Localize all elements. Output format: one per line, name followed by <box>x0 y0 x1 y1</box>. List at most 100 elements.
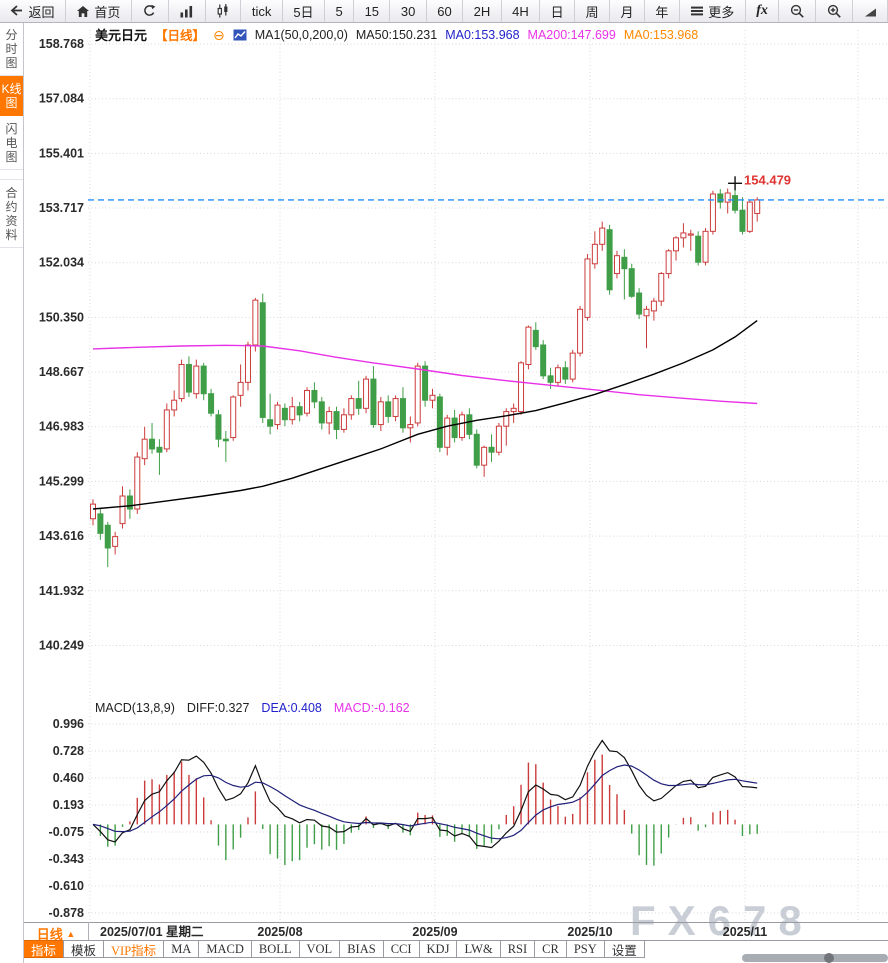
chart-header: 美元日元 【日线】 ⊖ MA1(50,0,200,0) MA50:150.231… <box>95 25 698 44</box>
tab-bias[interactable]: BIAS <box>339 940 384 958</box>
sidebar-item-kline-chart[interactable]: K线图 <box>0 76 23 116</box>
toolbar-interval-60-label: 60 <box>437 3 452 19</box>
ma50-value: MA50:150.231 <box>355 27 438 42</box>
svg-text:2025/09: 2025/09 <box>412 925 457 939</box>
toolbar-interval-tick[interactable]: tick <box>241 0 283 22</box>
toolbar-zoom-in[interactable] <box>816 0 854 22</box>
macd-dea-value: DEA:0.408 <box>261 701 322 715</box>
sidebar-item-time-chart[interactable]: 分时图 <box>0 22 23 76</box>
svg-text:150.350: 150.350 <box>39 310 84 324</box>
tab-lwr[interactable]: LW& <box>456 940 501 958</box>
tab-ma[interactable]: MA <box>163 940 200 958</box>
toolbar-interval-2h[interactable]: 2H <box>463 0 502 22</box>
more-icon <box>690 5 704 17</box>
zoom-in-icon <box>827 4 842 19</box>
toolbar-formula[interactable]: fx <box>746 0 780 22</box>
home-icon <box>76 5 90 18</box>
horizontal-scrollbar[interactable] <box>742 953 888 963</box>
chart-bottom-divider <box>24 922 888 923</box>
toolbar-back[interactable]: 返回 <box>0 0 66 22</box>
toolbar-back-label: 返回 <box>28 4 55 20</box>
axis-separator <box>88 922 89 940</box>
macd-title: MACD(13,8,9) <box>95 701 175 715</box>
toolbar-corner[interactable] <box>853 0 888 22</box>
indicator-tabs: 指标 模板 VIP指标 MA MACD BOLL VOL BIAS CCI KDJ LW& RSI CR… <box>23 940 645 958</box>
toolbar-interval-day[interactable]: 日 <box>540 0 576 22</box>
tab-template[interactable]: 模板 <box>63 940 105 958</box>
toolbar-interval-60[interactable]: 60 <box>427 0 464 22</box>
toolbar-more[interactable]: 更多 <box>680 0 746 22</box>
chart-type-bar-icon <box>179 5 194 18</box>
toolbar-formula-label: fx <box>756 3 768 18</box>
svg-text:-0.343: -0.343 <box>49 852 84 866</box>
svg-text:153.717: 153.717 <box>39 201 84 215</box>
tab-vol[interactable]: VOL <box>298 940 341 958</box>
toolbar-interval-week[interactable]: 周 <box>575 0 611 22</box>
toolbar-interval-year[interactable]: 年 <box>645 0 680 22</box>
tab-settings[interactable]: 设置 <box>603 940 645 958</box>
toolbar-interval-month[interactable]: 月 <box>610 0 645 22</box>
svg-text:2025/08: 2025/08 <box>257 925 302 939</box>
symbol-name: 美元日元 <box>95 28 148 43</box>
tab-cci[interactable]: CCI <box>382 940 420 958</box>
tab-indicator[interactable]: 指标 <box>23 940 65 958</box>
toolbar-interval-5d-label: 5日 <box>293 4 314 20</box>
svg-text:146.983: 146.983 <box>39 420 84 434</box>
svg-text:-0.878: -0.878 <box>49 906 84 920</box>
watermark: FX678 <box>630 897 814 944</box>
toolbar-refresh[interactable] <box>132 0 169 22</box>
toolbar-interval-5[interactable]: 5 <box>325 0 355 22</box>
refresh-icon <box>142 4 157 18</box>
tab-vip-indicator[interactable]: VIP指标 <box>103 940 165 958</box>
scrollbar-knob[interactable] <box>824 953 834 963</box>
svg-text:145.299: 145.299 <box>39 474 84 488</box>
chevron-up-icon: ▲ <box>66 929 76 939</box>
mini-chart-icon <box>233 29 247 41</box>
svg-text:152.034: 152.034 <box>39 256 84 270</box>
top-toolbar: 返回 首页 tick 5日 5 15 30 60 2H 4H 日 周 月 年 更多 fx <box>0 0 888 23</box>
sidebar-item-contract-info[interactable]: 合约资料 <box>0 179 23 248</box>
toolbar-interval-year-label: 年 <box>655 4 669 20</box>
macd-macd-value: MACD:-0.162 <box>333 701 410 715</box>
svg-text:157.084: 157.084 <box>39 92 84 106</box>
toolbar-interval-month-label: 月 <box>620 4 634 20</box>
toolbar-home[interactable]: 首页 <box>66 0 132 22</box>
period-selector[interactable]: 日线 ▲ <box>26 924 86 943</box>
tab-boll[interactable]: BOLL <box>250 940 300 958</box>
toolbar-home-label: 首页 <box>94 4 121 20</box>
svg-text:155.401: 155.401 <box>39 146 84 160</box>
tab-rsi[interactable]: RSI <box>499 940 536 958</box>
toolbar-interval-5d[interactable]: 5日 <box>283 0 325 22</box>
sidebar-item-lightning-chart[interactable]: 闪电图 <box>0 116 23 170</box>
svg-text:148.667: 148.667 <box>39 365 84 379</box>
svg-text:-0.075: -0.075 <box>49 825 84 839</box>
tab-cr[interactable]: CR <box>534 940 567 958</box>
period-selector-label: 日线 <box>36 927 63 942</box>
tab-kdj[interactable]: KDJ <box>418 940 458 958</box>
toolbar-interval-day-label: 日 <box>550 4 564 20</box>
toolbar-interval-5-label: 5 <box>335 3 343 19</box>
zoom-out-icon <box>790 4 805 19</box>
toolbar-interval-30-label: 30 <box>400 3 416 19</box>
svg-text:0.193: 0.193 <box>53 798 84 812</box>
toolbar-chart-type-bar[interactable] <box>169 0 206 22</box>
left-sidebar: 分时图 K线图 闪电图合约资料 <box>0 22 24 963</box>
toolbar-interval-15[interactable]: 15 <box>354 0 391 22</box>
toolbar-chart-type-candle[interactable] <box>206 0 242 22</box>
toolbar-zoom-out[interactable] <box>779 0 817 22</box>
back-icon <box>10 4 24 18</box>
tab-psy[interactable]: PSY <box>565 940 605 958</box>
svg-text:140.249: 140.249 <box>39 638 84 652</box>
toolbar-interval-4h[interactable]: 4H <box>502 0 541 22</box>
toolbar-interval-30[interactable]: 30 <box>390 0 427 22</box>
collapse-icon[interactable]: ⊖ <box>213 26 225 43</box>
toolbar-interval-tick-label: tick <box>251 3 272 19</box>
tab-macd[interactable]: MACD <box>198 940 252 958</box>
macd-header: MACD(13,8,9) DIFF:0.327 DEA:0.408 MACD:-… <box>95 701 410 715</box>
svg-text:0.996: 0.996 <box>53 717 84 731</box>
svg-text:143.616: 143.616 <box>39 529 84 543</box>
corner-icon <box>864 5 877 18</box>
toolbar-interval-15-label: 15 <box>364 3 380 19</box>
